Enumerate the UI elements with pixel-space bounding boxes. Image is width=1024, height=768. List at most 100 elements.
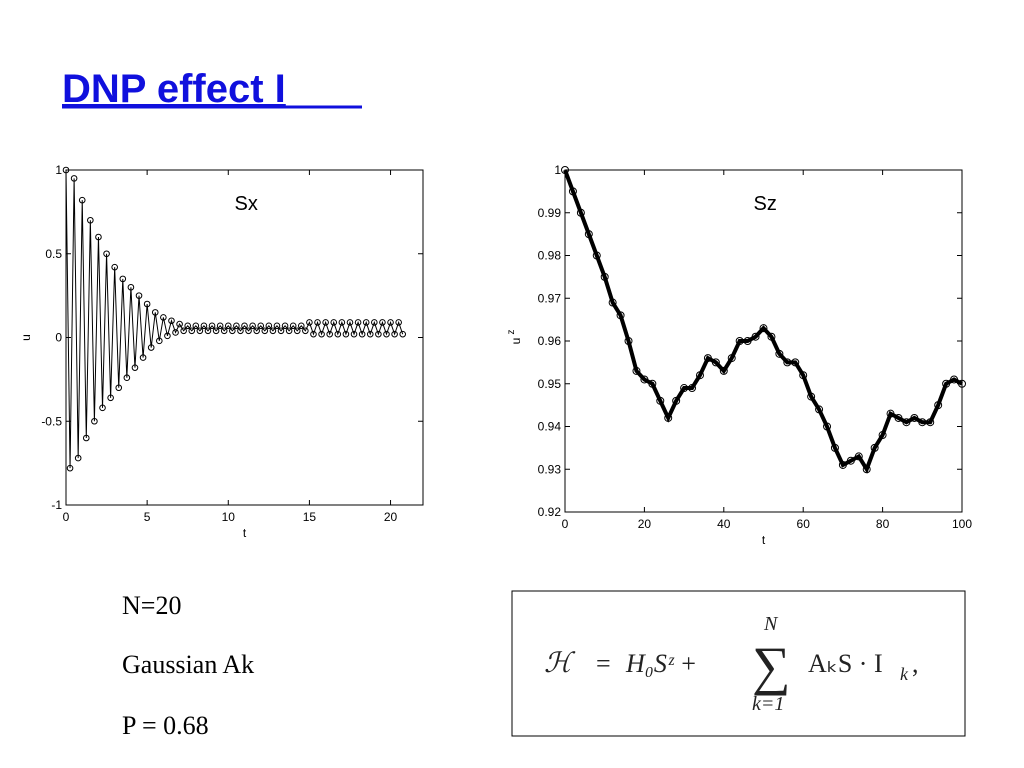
data-point bbox=[350, 330, 358, 338]
data-point bbox=[107, 394, 114, 402]
data-point bbox=[277, 327, 285, 335]
data-point bbox=[632, 366, 641, 375]
y-tick-label: 0.94 bbox=[538, 420, 562, 434]
plot-frame bbox=[65, 169, 424, 506]
data-point bbox=[886, 409, 895, 418]
data-point bbox=[358, 330, 366, 338]
data-point bbox=[395, 319, 402, 326]
data-point bbox=[362, 319, 370, 326]
data-point bbox=[950, 375, 959, 384]
data-point bbox=[767, 332, 776, 341]
data-point bbox=[383, 330, 390, 338]
y-tick-label: 1 bbox=[55, 163, 62, 177]
x-tick-label: 20 bbox=[384, 510, 398, 524]
data-point bbox=[119, 275, 127, 283]
data-point bbox=[188, 327, 196, 335]
data-point bbox=[135, 292, 143, 299]
data-point bbox=[584, 230, 593, 239]
data-point bbox=[838, 460, 847, 469]
data-point bbox=[830, 443, 839, 452]
data-point bbox=[719, 366, 728, 375]
note: P = 0.68 bbox=[122, 711, 209, 740]
y-axis-label: u bbox=[19, 334, 33, 341]
data-point bbox=[156, 337, 163, 345]
y-tick-label: 0.93 bbox=[538, 462, 562, 476]
data-point bbox=[326, 330, 333, 338]
data-point bbox=[74, 454, 82, 462]
data-point bbox=[727, 354, 736, 363]
data-point bbox=[176, 320, 183, 328]
data-point bbox=[285, 327, 293, 335]
data-point bbox=[330, 319, 338, 326]
data-point bbox=[70, 175, 78, 182]
data-point bbox=[688, 384, 697, 393]
data-point bbox=[95, 233, 102, 241]
data-point bbox=[664, 413, 673, 422]
data-point bbox=[151, 309, 159, 316]
data-point bbox=[172, 329, 179, 336]
y-tick-label: 1 bbox=[554, 163, 561, 177]
y-tick-label: 0.96 bbox=[538, 334, 562, 348]
data-point bbox=[743, 337, 752, 345]
data-point bbox=[592, 251, 601, 260]
data-point bbox=[680, 384, 689, 393]
annotation: Sz bbox=[754, 193, 777, 215]
eq-part: = bbox=[596, 649, 611, 678]
data-point bbox=[379, 319, 386, 326]
data-point bbox=[934, 401, 943, 410]
x-tick-label: 20 bbox=[638, 517, 652, 531]
x-tick-label: 80 bbox=[876, 517, 890, 531]
data-point bbox=[257, 322, 265, 330]
x-tick-label: 5 bbox=[144, 510, 151, 524]
data-point bbox=[269, 327, 277, 335]
data-point bbox=[894, 413, 903, 422]
y-tick-label: -1 bbox=[51, 498, 62, 512]
data-point bbox=[265, 322, 273, 330]
eq-part: ℋ bbox=[544, 648, 576, 679]
data-point bbox=[902, 418, 911, 427]
data-point bbox=[600, 272, 609, 281]
data-point bbox=[823, 422, 832, 431]
x-tick-label: 0 bbox=[562, 517, 569, 531]
data-point bbox=[854, 452, 863, 461]
x-axis-label: t bbox=[762, 533, 766, 547]
data-point bbox=[366, 330, 374, 338]
y-axis-label: u bbox=[509, 338, 523, 345]
data-point bbox=[799, 371, 808, 380]
data-point bbox=[870, 443, 879, 452]
data-point bbox=[322, 319, 329, 326]
data-point bbox=[672, 396, 681, 405]
y-tick-label: 0.98 bbox=[538, 249, 562, 263]
equation-box bbox=[511, 590, 966, 737]
data-point bbox=[253, 327, 260, 335]
data-point bbox=[62, 166, 70, 174]
data-point bbox=[399, 330, 407, 338]
data-point bbox=[66, 464, 74, 472]
data-point bbox=[103, 250, 110, 258]
data-point bbox=[568, 187, 577, 196]
data-point bbox=[139, 354, 147, 361]
data-point bbox=[387, 319, 394, 326]
eq-part: AₖS · I bbox=[808, 649, 883, 678]
data-point bbox=[318, 330, 325, 338]
data-point bbox=[815, 405, 824, 414]
data-point bbox=[233, 322, 240, 330]
data-point bbox=[237, 327, 244, 335]
x-tick-label: 60 bbox=[797, 517, 811, 531]
data-point bbox=[878, 431, 887, 440]
data-point bbox=[656, 396, 665, 405]
data-point bbox=[115, 384, 123, 392]
x-tick-label: 0 bbox=[63, 510, 70, 524]
eq-part: k=1 bbox=[752, 693, 784, 715]
data-point bbox=[160, 314, 167, 321]
data-point bbox=[249, 322, 256, 330]
data-point bbox=[354, 319, 362, 326]
data-point bbox=[846, 456, 855, 465]
data-point bbox=[640, 375, 649, 384]
annotation: Sx bbox=[235, 193, 258, 215]
data-point bbox=[131, 364, 139, 371]
data-point bbox=[783, 358, 792, 367]
x-tick-label: 100 bbox=[952, 517, 972, 531]
data-point bbox=[759, 324, 768, 333]
